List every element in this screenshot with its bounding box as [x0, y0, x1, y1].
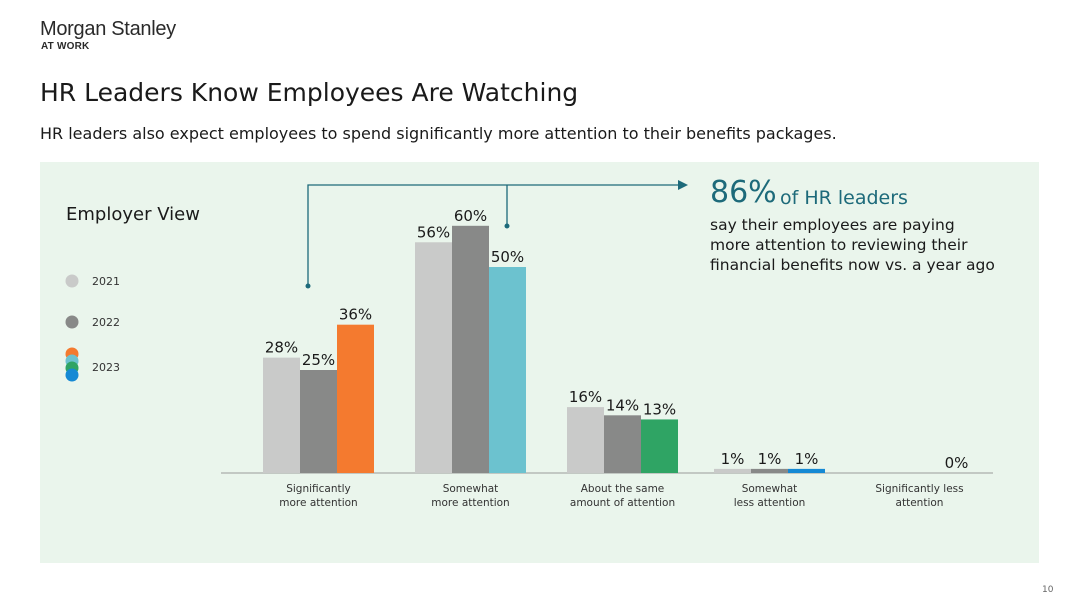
category-label-2-line-1: Somewhat: [443, 483, 499, 495]
callout-stat: 86%: [710, 175, 777, 210]
data-label-2023-cat-5: 0%: [945, 454, 969, 472]
category-label-5-line-1: Significantly less: [875, 483, 963, 495]
category-label-4-line-1: Somewhat: [742, 483, 798, 495]
category-label-2-line-2: more attention: [431, 497, 509, 509]
bar-2022-cat-1: [300, 370, 337, 473]
bar-2021-cat-2: [415, 242, 452, 473]
callout-text-line-1: say their employees are paying: [710, 216, 955, 234]
category-label-1-line-1: Significantly: [286, 483, 351, 495]
callout-dot-left: [305, 283, 311, 289]
logo-subtitle: AT WORK: [41, 41, 90, 52]
data-label-2023-cat-2: 50%: [491, 248, 524, 266]
callout-connector-line: [307, 184, 680, 285]
data-label-2021-cat-1: 28%: [265, 339, 298, 357]
callout-dot-right: [504, 223, 510, 229]
bar-2022-cat-4: [751, 468, 788, 473]
logo-wordmark: Morgan Stanley: [40, 18, 176, 40]
chart-title: Employer View: [66, 204, 200, 225]
data-label-2023-cat-3: 13%: [643, 400, 676, 418]
data-label-2022-cat-2: 60%: [454, 207, 487, 225]
data-label-2021-cat-4: 1%: [721, 450, 745, 468]
page-subtitle: HR leaders also expect employees to spen…: [40, 124, 837, 143]
data-label-2023-cat-1: 36%: [339, 306, 372, 324]
chart-panel: [40, 162, 1039, 563]
data-label-2022-cat-3: 14%: [606, 396, 639, 414]
legend-marker-2023-4: [65, 368, 79, 382]
legend-label-2023: 2023: [92, 361, 120, 374]
legend-label-2022: 2022: [92, 316, 120, 329]
page-number: 10: [1042, 585, 1054, 595]
category-label-3-line-1: About the same: [581, 483, 665, 495]
bar-2021-cat-4: [714, 468, 751, 473]
data-label-2021-cat-2: 56%: [417, 223, 450, 241]
data-label-2023-cat-4: 1%: [795, 450, 819, 468]
category-label-4-line-2: less attention: [734, 497, 806, 509]
legend-marker-2021: [65, 274, 79, 288]
bar-2021-cat-1: [263, 357, 300, 473]
data-label-2021-cat-3: 16%: [569, 388, 602, 406]
legend-label-2021: 2021: [92, 275, 120, 288]
bar-2022-cat-2: [452, 225, 489, 473]
bar-2023-cat-4: [788, 468, 825, 473]
data-label-2022-cat-4: 1%: [758, 450, 782, 468]
bar-2023-cat-1: [337, 324, 374, 473]
callout-text-line-2: more attention to reviewing their: [710, 236, 968, 254]
legend-marker-2022: [65, 315, 79, 329]
category-label-5-line-2: attention: [896, 497, 944, 509]
callout-arrowhead: [678, 180, 688, 190]
bar-2023-cat-2: [489, 267, 526, 473]
callout-text-line-3: financial benefits now vs. a year ago: [710, 256, 995, 274]
bar-2023-cat-3: [641, 419, 678, 473]
callout-stat-label: of HR leaders: [780, 187, 908, 209]
category-label-1-line-2: more attention: [279, 497, 357, 509]
category-label-3-line-2: amount of attention: [570, 497, 675, 509]
bar-2021-cat-3: [567, 407, 604, 473]
page-title: HR Leaders Know Employees Are Watching: [40, 78, 579, 107]
data-label-2022-cat-1: 25%: [302, 351, 335, 369]
bar-2022-cat-3: [604, 415, 641, 473]
